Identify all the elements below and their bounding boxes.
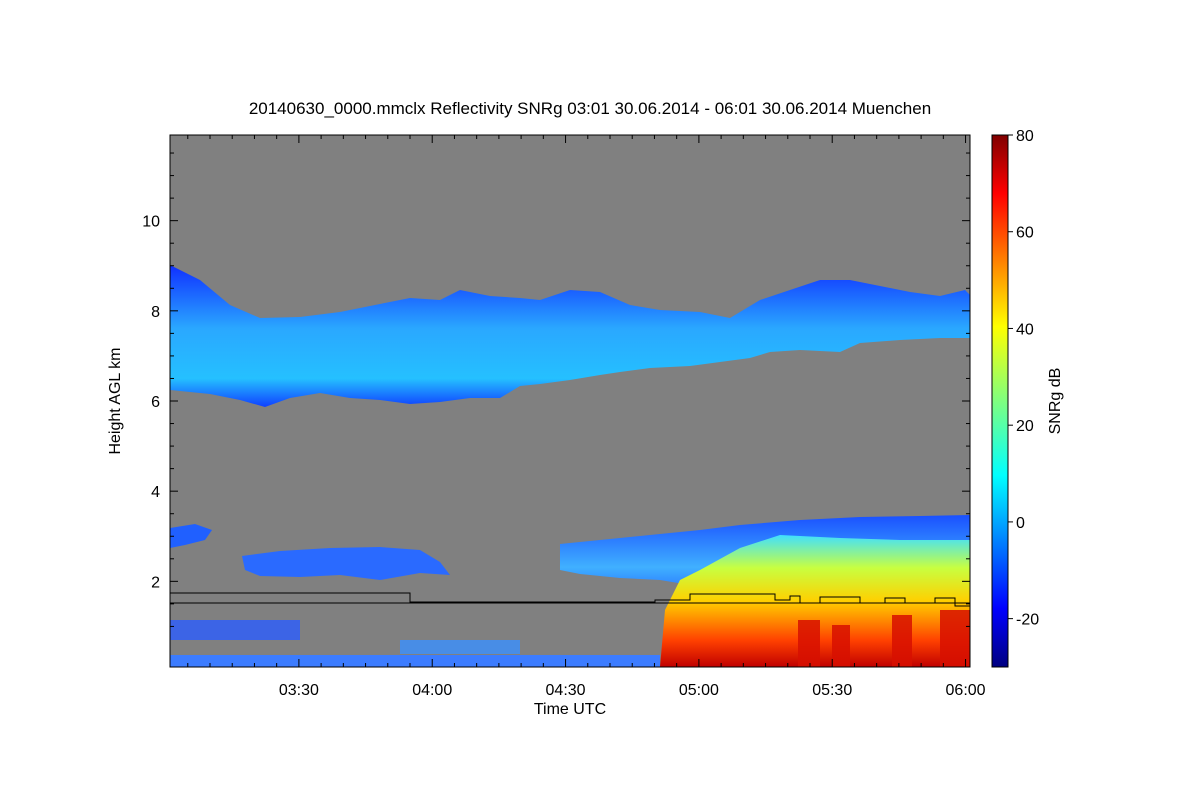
y-tick-label: 4 [151,484,160,501]
colorbar-tick-label: 80 [1016,128,1034,145]
precipitation-shafts [798,610,970,667]
near-surface-echo-3 [400,640,520,654]
colorbar-tick-label: -20 [1016,612,1039,629]
plot-area [170,265,970,667]
colorbar-ticks: -20 0 20 40 60 80 [1008,128,1039,629]
y-axis: 2 4 6 8 10 [142,152,970,627]
y-tick-label: 2 [151,574,160,591]
upper-cloud-layer [170,265,970,407]
x-axis: 03:30 04:00 04:30 05:00 05:30 06:00 [187,135,986,699]
x-tick-label: 06:00 [946,682,986,699]
x-tick-label: 03:30 [279,682,319,699]
y-axis-label: Height AGL km [107,347,124,454]
x-tick-label: 05:30 [812,682,852,699]
colorbar-tick-label: 20 [1016,418,1034,435]
colorbar-tick-label: 60 [1016,225,1034,242]
small-cloud-left [170,524,212,548]
y-tick-label: 8 [151,304,160,321]
lower-cloud-band-1 [242,547,450,580]
colorbar [991,134,1009,668]
near-surface-echo-2 [170,620,300,640]
colorbar-label: SNRg dB [1047,368,1064,435]
y-tick-label: 10 [142,214,160,231]
colorbar-tick-label: 0 [1016,515,1025,532]
x-tick-label: 05:00 [679,682,719,699]
near-surface-echo [170,655,660,667]
x-axis-label: Time UTC [534,701,606,718]
colorbar-tick-label: 40 [1016,321,1034,338]
x-tick-label: 04:00 [412,682,452,699]
y-tick-label: 6 [151,394,160,411]
x-tick-label: 04:30 [546,682,586,699]
chart-title: 20140630_0000.mmclx Reflectivity SNRg 03… [249,99,931,118]
